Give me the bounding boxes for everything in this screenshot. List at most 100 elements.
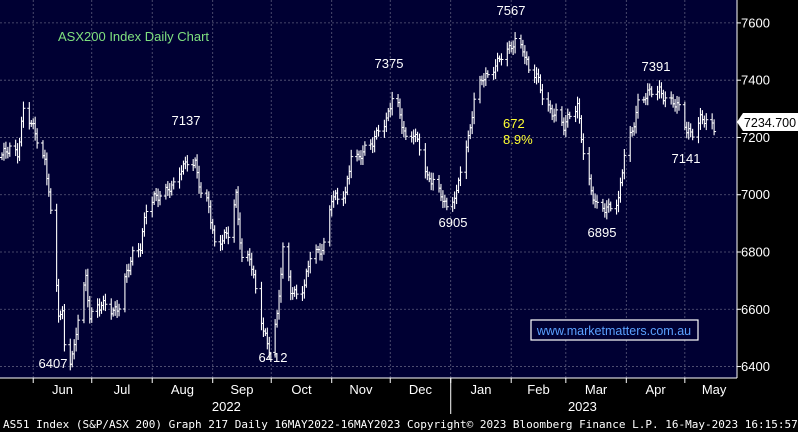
annotation-label: 6895 (588, 225, 617, 240)
annotation-label: 672 (503, 116, 525, 131)
price-bar (595, 195, 600, 209)
price-bar (7, 142, 12, 157)
price-bar (485, 70, 490, 78)
price-bar (267, 336, 272, 360)
annotation-label: 7567 (497, 3, 526, 18)
price-bar (712, 119, 717, 136)
price-bar (458, 166, 463, 187)
price-bar (390, 91, 395, 116)
y-tick-label: 7200 (741, 130, 770, 145)
last-price-label: 7234.700 (744, 116, 796, 130)
price-bar (308, 251, 313, 274)
price-bars (0, 32, 717, 371)
price-bar (608, 201, 613, 212)
y-tick-label: 6800 (741, 245, 770, 260)
price-bar (581, 133, 586, 160)
price-bar (349, 149, 354, 179)
price-bar (431, 172, 436, 191)
price-bar (362, 141, 367, 156)
price-bar (130, 246, 135, 266)
price-bar (212, 225, 217, 247)
price-bar (335, 187, 340, 205)
x-tick-label: Jan (470, 382, 491, 397)
price-bar (403, 127, 408, 140)
right-axis-background (737, 0, 798, 378)
year-label: 2023 (568, 399, 597, 414)
price-bar (444, 197, 449, 211)
x-tick-label: Mar (585, 382, 608, 397)
x-tick-label: Jul (114, 382, 131, 397)
y-tick-label: 7600 (741, 15, 770, 30)
price-bar (171, 177, 176, 190)
price-bar (636, 93, 641, 119)
chart-title: ASX200 Index Daily Chart (58, 29, 209, 44)
y-tick-label: 6600 (741, 302, 770, 317)
x-tick-label: Nov (349, 382, 373, 397)
price-bar (567, 111, 572, 120)
price-bar (21, 101, 26, 128)
price-bar (62, 304, 67, 352)
price-bar (417, 133, 422, 156)
price-bar (35, 128, 40, 149)
x-tick-label: Feb (527, 382, 549, 397)
price-bar (704, 113, 709, 131)
y-tick-label: 6400 (741, 359, 770, 374)
footer-background (0, 378, 798, 432)
plot-background (0, 0, 737, 378)
price-bar (198, 182, 203, 198)
price-bar (117, 303, 122, 317)
price-bar (239, 238, 244, 263)
watermark-link[interactable]: www.marketmatters.com.au (536, 324, 691, 338)
price-bar (526, 56, 531, 73)
grid (0, 0, 737, 378)
price-bar (294, 284, 299, 300)
price-bar (48, 188, 53, 215)
price-bar (321, 237, 326, 255)
x-tick-label: Oct (291, 382, 312, 397)
annotation-label: 7137 (172, 113, 201, 128)
footer-text: AS51 Index (S&P/ASX 200) Graph 217 Daily… (3, 418, 798, 431)
y-tick-label: 7400 (741, 73, 770, 88)
price-bar (185, 155, 190, 172)
last-price-tag: 7234.700 (737, 113, 798, 131)
x-tick-label: May (702, 382, 727, 397)
price-bar (472, 92, 477, 125)
price-bar (554, 103, 559, 122)
price-bar (76, 314, 81, 340)
price-bar (513, 32, 518, 54)
annotation-label: 7375 (375, 56, 404, 71)
price-bar (158, 190, 163, 206)
price-bar (280, 242, 285, 279)
x-tick-label: Apr (645, 382, 666, 397)
x-tick-label: Jun (52, 382, 73, 397)
x-tick-label: Sep (230, 382, 253, 397)
year-label: 2022 (212, 399, 241, 414)
price-bar (676, 96, 681, 111)
price-bar (226, 226, 231, 245)
x-tick-label: Aug (171, 382, 194, 397)
price-bar (376, 124, 381, 137)
price-bar (89, 307, 94, 323)
annotation-label: 6412 (259, 350, 288, 365)
annotation-label: 7391 (642, 59, 671, 74)
price-bar (622, 148, 627, 180)
annotation-label: 6905 (439, 215, 468, 230)
price-bar (663, 91, 668, 108)
annotation-label: 7141 (672, 151, 701, 166)
price-bar (649, 86, 654, 98)
price-bar (144, 204, 149, 225)
annotation-label: 8.9% (503, 132, 533, 147)
price-bar (540, 83, 545, 106)
y-tick-label: 7000 (741, 187, 770, 202)
x-tick-label: Dec (409, 382, 433, 397)
price-bar (499, 53, 504, 66)
watermark-box[interactable]: www.marketmatters.com.au (530, 319, 699, 341)
annotation-label: 6407 (39, 356, 68, 371)
axes: 6400 6600 6800 7000 7200 7400 7600 Jun Jul Aug Sep… (0, 0, 770, 414)
price-bar (690, 128, 695, 141)
price-bar (253, 269, 258, 294)
price-bar (103, 293, 108, 312)
